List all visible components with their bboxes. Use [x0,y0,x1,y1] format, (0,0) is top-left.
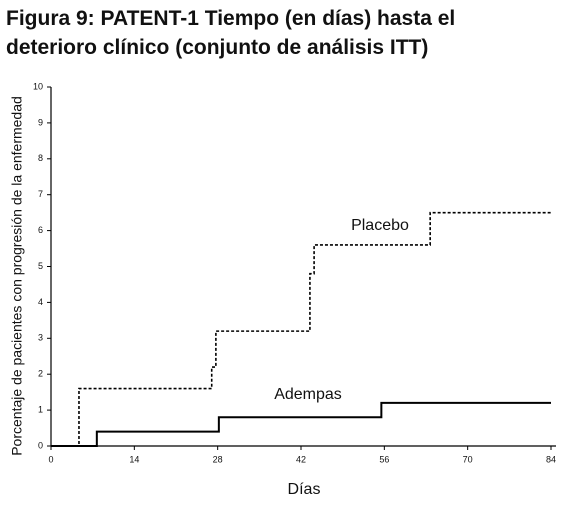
x-tick-label: 14 [129,454,139,464]
chart-title: Figura 9: PATENT-1 Tiempo (en días) hast… [6,7,456,59]
y-tick-label: 5 [38,261,43,271]
x-tick-label: 42 [296,454,306,464]
y-tick-label: 3 [38,333,43,343]
x-tick-label: 56 [379,454,389,464]
x-tick-label: 0 [48,454,53,464]
y-axis-label: Porcentaje de pacientes con progresión d… [9,96,25,456]
y-tick-label: 6 [38,225,43,235]
y-tick-label: 1 [38,404,43,414]
y-tick-label: 2 [38,369,43,379]
y-tick-label: 4 [38,297,43,307]
series-line [51,211,551,447]
y-tick-label: 10 [33,81,43,91]
series-label: Placebo [351,217,409,234]
x-tick-label: 28 [213,454,223,464]
x-tick-label: 84 [546,454,556,464]
series-line [51,401,551,447]
x-axis-label: Días [288,481,321,498]
y-tick-label: 7 [38,189,43,199]
x-tick-label: 70 [463,454,473,464]
y-tick-label: 8 [38,153,43,163]
y-tick-label: 0 [38,440,43,450]
series-label: Adempas [274,386,342,403]
y-tick-label: 9 [38,117,43,127]
